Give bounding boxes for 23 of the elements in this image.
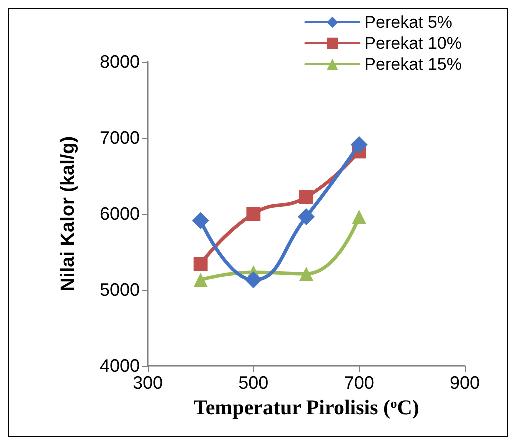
legend-label: Perekat 10% bbox=[364, 34, 462, 53]
x-tick-label: 500 bbox=[238, 373, 269, 393]
legend-label: Perekat 15% bbox=[364, 55, 462, 74]
point bbox=[350, 136, 368, 154]
y-axis-title: Nilai Kalor (kal/g) bbox=[58, 136, 79, 292]
y-tick-label: 6000 bbox=[100, 204, 140, 224]
x-tick-label: 300 bbox=[132, 373, 164, 393]
point bbox=[298, 208, 315, 226]
point bbox=[192, 212, 210, 230]
y-tick-label: 7000 bbox=[100, 128, 140, 148]
point bbox=[300, 190, 314, 204]
point bbox=[352, 210, 366, 224]
point bbox=[194, 273, 208, 288]
point bbox=[300, 267, 314, 282]
y-tick-label: 4000 bbox=[100, 356, 140, 376]
x-tick-label: 700 bbox=[344, 373, 374, 393]
x-tick-label: 900 bbox=[450, 373, 480, 393]
point bbox=[245, 272, 262, 289]
point bbox=[246, 207, 261, 221]
y-tick-label: 5000 bbox=[100, 280, 140, 300]
y-tick-label: 8000 bbox=[100, 52, 140, 72]
point bbox=[194, 257, 208, 272]
legend-label: Perekat 5% bbox=[364, 13, 453, 32]
